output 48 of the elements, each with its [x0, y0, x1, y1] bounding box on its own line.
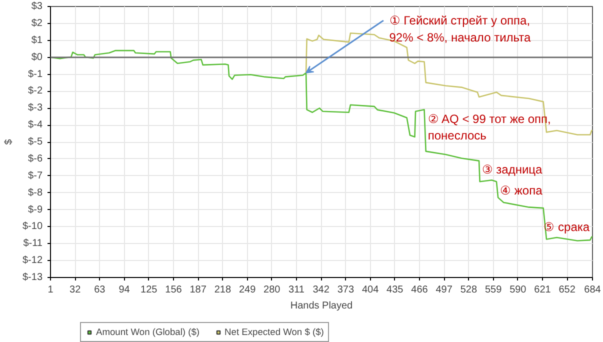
y-axis-title: $: [3, 138, 14, 145]
y-tick-label: $-3: [28, 102, 43, 114]
annotation: ① Гейский стрейт у оппа, 92% < 8%, начало тильта: [389, 14, 531, 44]
y-tick-label: $-8: [28, 187, 43, 198]
x-tick-label: 342: [312, 284, 330, 296]
y-tick-label: $-13: [22, 272, 43, 283]
x-tick-label: 435: [386, 284, 404, 296]
x-axis-title: Hands Played: [290, 300, 353, 312]
x-tick-label: 466: [411, 284, 428, 296]
y-tick-label: $2: [31, 18, 43, 29]
x-tick-label: 373: [337, 284, 354, 296]
x-tick-label: 652: [558, 284, 576, 296]
x-tick-label: 528: [460, 284, 478, 296]
x-tick-label: 559: [484, 284, 502, 296]
x-tick-label: 684: [584, 284, 602, 296]
x-tick-label: 32: [70, 284, 82, 296]
x-tick-label: 590: [510, 284, 527, 296]
y-tick-label: $-5: [28, 136, 43, 148]
y-tick-label: $-9: [28, 204, 43, 216]
x-tick-label: 156: [165, 284, 182, 296]
y-tick-label: $-11: [23, 238, 43, 250]
y-tick-label: $-10: [22, 221, 43, 232]
x-tick-label: 249: [238, 284, 256, 296]
x-tick-label: 187: [190, 284, 207, 296]
annotation: ③ задница: [482, 162, 543, 177]
x-tick-label: 497: [436, 284, 453, 296]
annotation: ④ жопа: [500, 184, 543, 198]
legend-label: Amount Won (Global) ($): [96, 327, 200, 337]
x-tick-label: 63: [94, 284, 106, 296]
x-tick-label: 621: [534, 284, 552, 296]
y-tick-label: $-1: [28, 68, 43, 80]
y-tick-label: $3: [31, 1, 43, 12]
x-tick-label: 94: [118, 284, 130, 296]
x-tick-label: 311: [288, 284, 305, 296]
y-tick-label: $-12: [22, 255, 43, 266]
line-series: [50, 50, 592, 242]
legend-label: Net Expected Won $ ($): [224, 327, 324, 337]
y-tick-label: $-7: [28, 170, 43, 182]
y-tick-label: $1: [31, 34, 43, 46]
y-tick-label: $0: [31, 52, 43, 63]
x-tick-label: 1: [48, 284, 54, 296]
y-tick-label: $-4: [28, 120, 43, 131]
y-tick-label: $-2: [28, 86, 43, 97]
x-tick-label: 125: [140, 284, 158, 296]
x-tick-label: 404: [362, 284, 380, 296]
x-tick-label: 218: [214, 284, 232, 296]
x-tick-label: 280: [264, 284, 281, 296]
y-tick-label: $-6: [28, 153, 43, 164]
